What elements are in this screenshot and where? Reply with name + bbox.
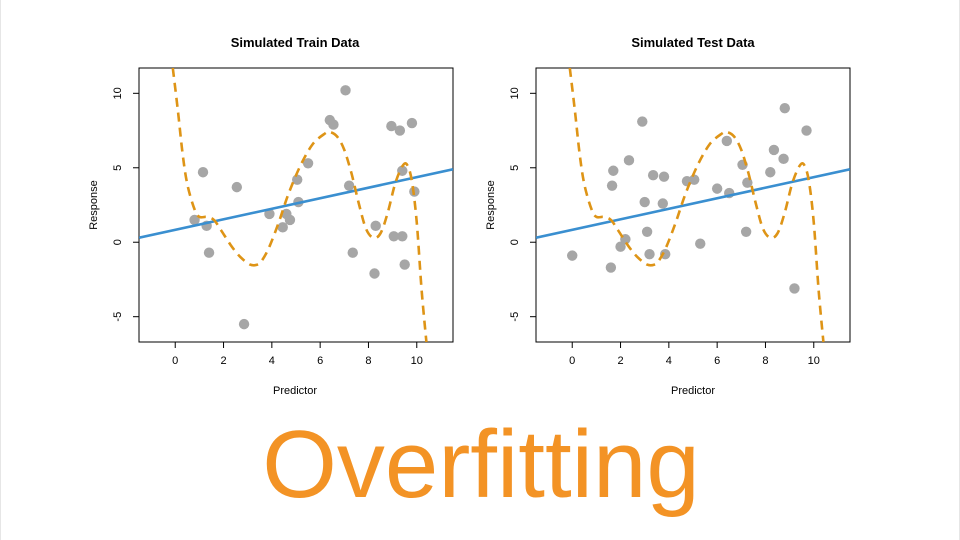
y-tick-label: -5 [112, 312, 124, 322]
data-point [606, 180, 618, 191]
data-point [406, 117, 418, 129]
y-axis: -5 0 5 10 [112, 87, 139, 322]
x-tick-label: 4 [269, 355, 275, 367]
data-point [801, 125, 812, 136]
chart-title: Simulated Test Data [631, 35, 755, 50]
data-point [394, 125, 406, 136]
x-tick-label: 2 [617, 355, 623, 367]
data-point [658, 171, 670, 182]
data-point [343, 180, 355, 191]
data-point [740, 226, 752, 238]
data-point [340, 85, 351, 96]
y-tick-label: -5 [509, 312, 521, 322]
test-data-plot: Simulated Test Data 0 2 4 6 8 10 -5 0 5 10 Predi… [485, 35, 851, 397]
data-point [238, 318, 250, 330]
plot-area [536, 68, 850, 342]
data-point [644, 248, 655, 260]
data-point [203, 247, 215, 258]
plot-area [139, 68, 453, 342]
x-axis-label: Predictor [273, 385, 317, 397]
plot-frame [535, 67, 851, 343]
y-tick-label: 10 [112, 87, 124, 99]
data-point [231, 181, 243, 193]
x-axis: 0 2 4 6 8 10 [569, 342, 820, 367]
linear-fit-line [139, 167, 453, 240]
data-point [637, 116, 648, 127]
data-point [264, 208, 275, 220]
data-point [711, 183, 723, 194]
y-tick-label: 0 [112, 239, 124, 245]
chart-title: Simulated Train Data [231, 35, 360, 50]
data-point [615, 241, 626, 252]
data-point [292, 174, 303, 185]
data-point [657, 198, 669, 209]
y-tick-label: 5 [509, 165, 521, 171]
data-point [639, 196, 650, 208]
data-point [623, 155, 635, 166]
data-point [567, 250, 578, 261]
data-point [721, 135, 733, 147]
data-point [189, 214, 200, 226]
x-axis-label: Predictor [671, 385, 715, 397]
y-tick-label: 10 [509, 87, 521, 99]
x-tick-label: 0 [172, 355, 178, 367]
x-tick-label: 6 [317, 355, 323, 367]
data-point [370, 220, 381, 232]
plot-frame [138, 67, 454, 343]
y-tick-label: 5 [112, 165, 124, 171]
data-point [765, 167, 776, 178]
x-tick-label: 0 [569, 355, 575, 367]
data-point [197, 167, 209, 178]
data-point [647, 170, 659, 181]
data-point [768, 144, 780, 156]
x-axis: 0 2 4 6 8 10 [172, 342, 423, 367]
linear-fit-line [536, 167, 850, 240]
y-axis: -5 0 5 10 [509, 87, 536, 322]
flexible-fit-curve [171, 68, 428, 342]
x-tick-label: 2 [220, 355, 226, 367]
x-tick-label: 10 [411, 355, 423, 367]
train-data-plot: Simulated Train Data 0 2 4 6 8 10 -5 0 5 10 Pred… [88, 35, 454, 397]
data-point [388, 231, 400, 242]
data-point [689, 174, 700, 185]
x-tick-label: 6 [714, 355, 720, 367]
data-point [608, 165, 619, 176]
slide-title: Overfitting [262, 411, 700, 518]
x-tick-label: 4 [666, 355, 672, 367]
x-tick-label: 10 [808, 355, 820, 367]
data-point [779, 103, 790, 114]
y-tick-label: 0 [509, 239, 521, 245]
data-point [347, 247, 358, 258]
data-point [328, 119, 339, 130]
x-tick-label: 8 [762, 355, 768, 367]
data-point [695, 238, 706, 249]
data-point [369, 268, 380, 279]
data-point [284, 214, 296, 226]
data-point [778, 153, 789, 165]
data-point [397, 231, 408, 242]
y-axis-label: Response [88, 180, 100, 230]
data-point [641, 226, 653, 238]
y-axis-label: Response [485, 180, 497, 230]
x-tick-label: 8 [365, 355, 371, 367]
data-point [399, 259, 410, 270]
data-point [277, 222, 288, 233]
data-point [789, 283, 800, 294]
data-point [386, 120, 397, 132]
flexible-fit-curve [568, 68, 825, 342]
data-point [605, 262, 617, 273]
data-point [302, 158, 314, 169]
